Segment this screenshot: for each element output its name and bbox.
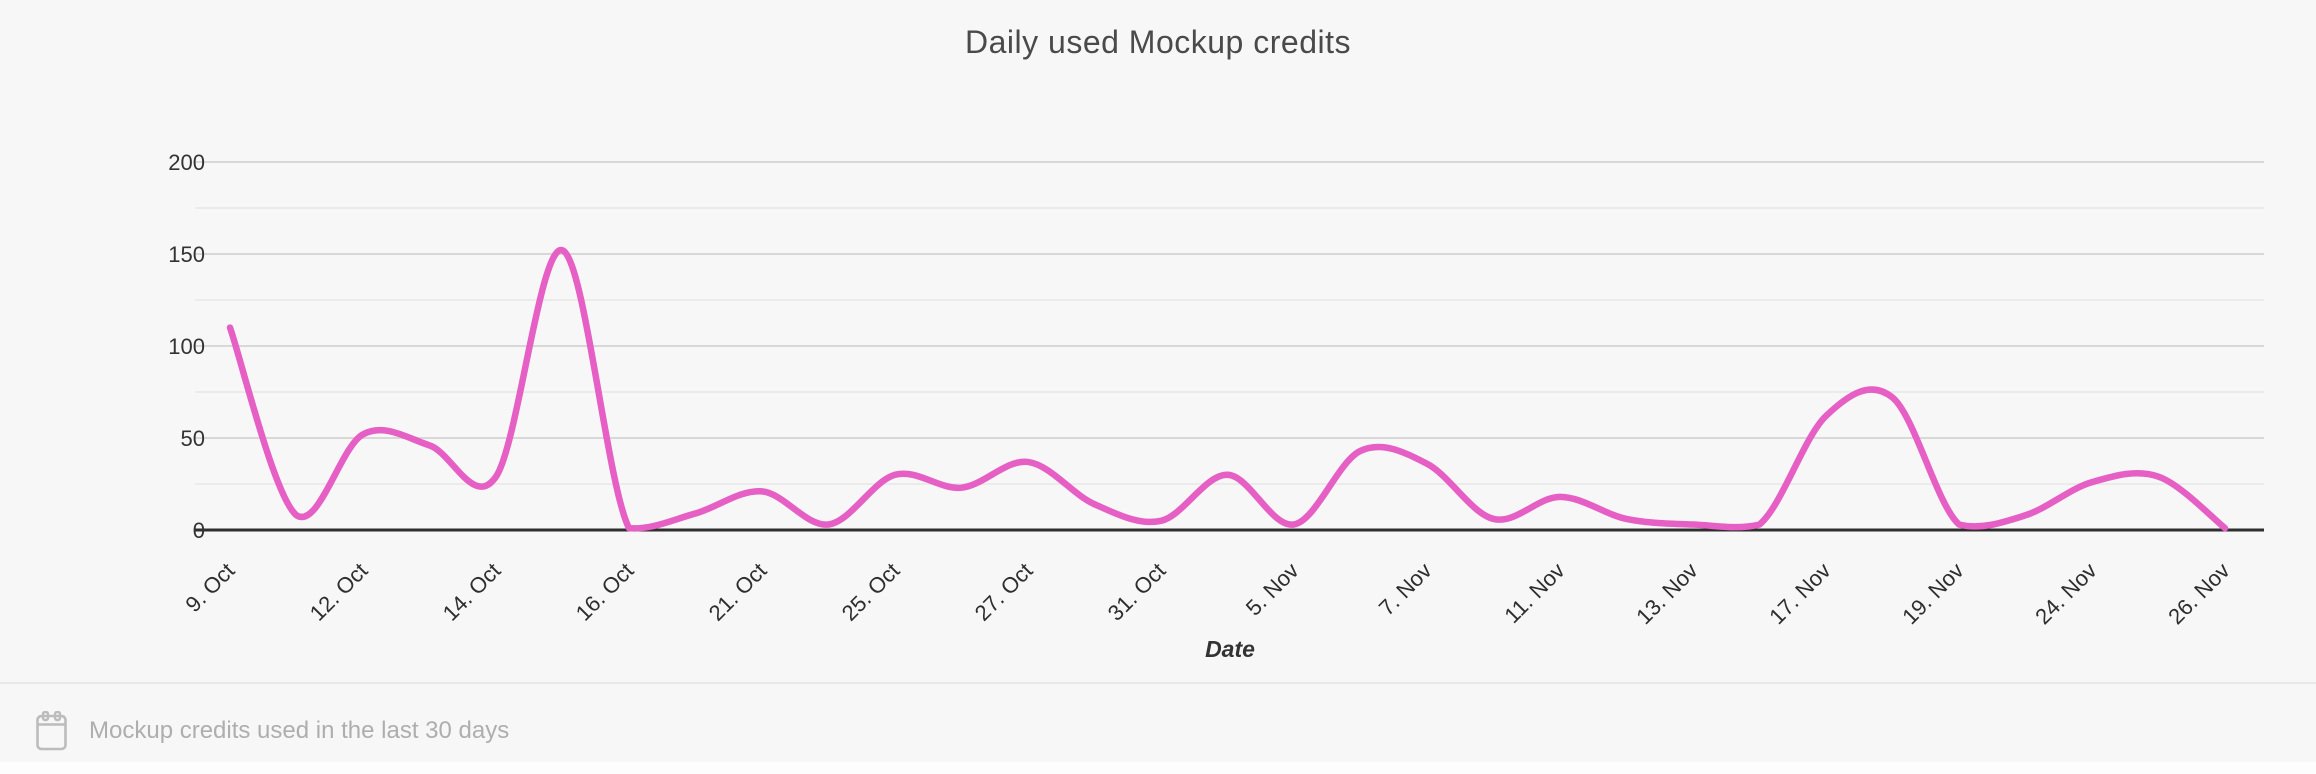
chart-title: Daily used Mockup credits xyxy=(965,24,1351,60)
footer-divider xyxy=(0,682,2316,684)
x-axis-title: Date xyxy=(1205,636,1255,662)
x-axis-label: 9. Oct xyxy=(180,558,239,617)
x-axis-label: 17. Nov xyxy=(1764,558,1835,629)
y-axis-label: 100 xyxy=(168,334,205,359)
x-axis-label: 19. Nov xyxy=(1897,558,1968,629)
bottom-strip xyxy=(0,762,2316,774)
x-axis-label: 14. Oct xyxy=(438,558,506,626)
chart-footer: Mockup credits used in the last 30 days xyxy=(36,708,509,754)
x-axis-label: 27. Oct xyxy=(970,558,1038,626)
x-axis-label: 12. Oct xyxy=(305,558,373,626)
footer-caption: Mockup credits used in the last 30 days xyxy=(89,717,510,744)
x-axis-label: 25. Oct xyxy=(837,558,905,626)
x-axis-label: 5. Nov xyxy=(1241,558,1304,621)
x-axis-label: 16. Oct xyxy=(571,558,639,626)
y-axis-label: 50 xyxy=(181,426,205,451)
y-axis-label: 200 xyxy=(168,150,205,175)
x-axis-label: 21. Oct xyxy=(704,558,772,626)
calendar-icon xyxy=(36,711,67,751)
y-axis-label: 150 xyxy=(168,242,205,267)
x-axis-label: 26. Nov xyxy=(2163,558,2234,629)
x-axis-label: 13. Nov xyxy=(1631,558,1702,629)
x-axis-label: 7. Nov xyxy=(1374,558,1437,621)
credits-usage-line-chart: 0 50 100 150 200 9. Oct 12. Oct 14. Oct 16. Oct 2… xyxy=(168,150,2264,629)
x-axis-label: 11. Nov xyxy=(1499,558,1569,628)
y-axis-label: 0 xyxy=(193,518,205,543)
x-axis-label: 31. Oct xyxy=(1103,558,1171,626)
x-axis-label: 24. Nov xyxy=(2030,558,2101,629)
credits-series-line[interactable] xyxy=(226,247,2229,532)
